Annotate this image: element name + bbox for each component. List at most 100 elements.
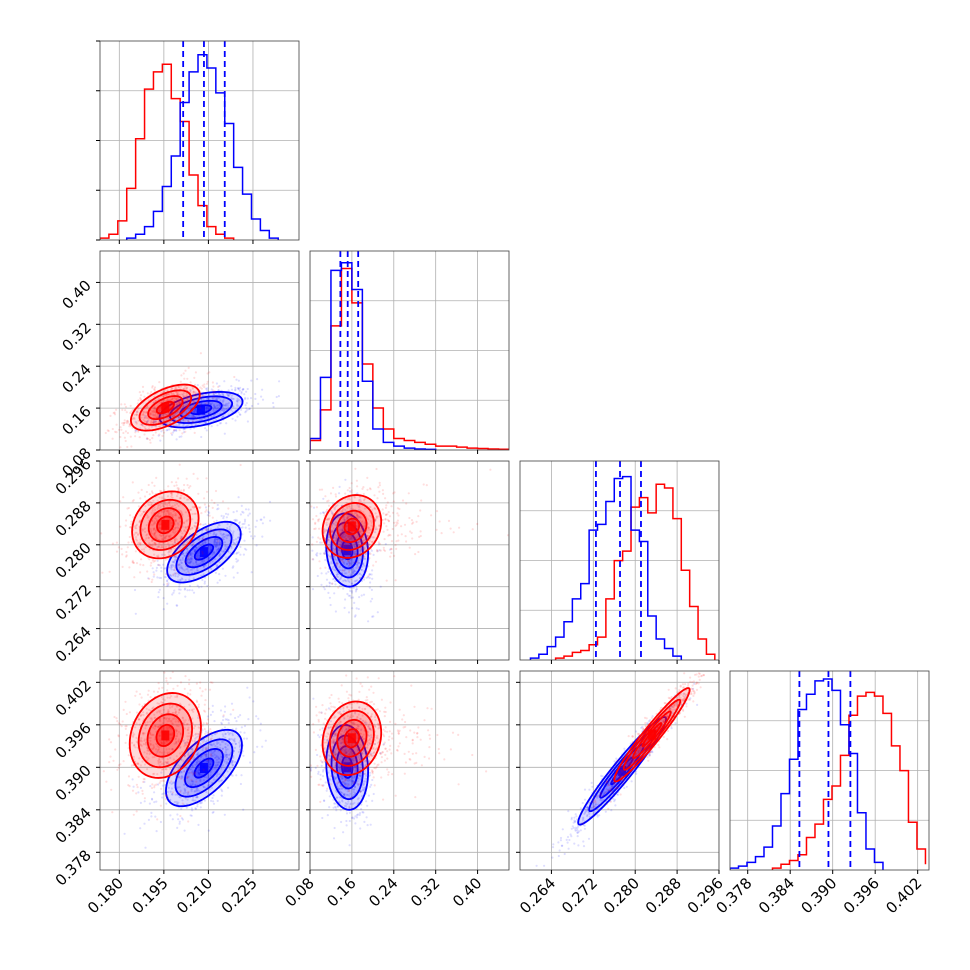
scatter-point (248, 512, 251, 515)
scatter-point (209, 753, 212, 756)
scatter-point (362, 525, 365, 528)
scatter-point (181, 432, 184, 435)
scatter-point (203, 728, 206, 731)
scatter-point (212, 794, 215, 797)
scatter-point (182, 541, 185, 544)
scatter-point (175, 398, 178, 401)
scatter-point (176, 786, 179, 789)
scatter-point (166, 710, 170, 714)
scatter-point (374, 531, 377, 534)
scatter-point (165, 429, 168, 432)
scatter-point (115, 423, 118, 426)
scatter-point (238, 522, 241, 525)
scatter-point (190, 751, 193, 754)
scatter-point (187, 420, 190, 423)
scatter-point (369, 600, 372, 603)
scatter-point (345, 525, 348, 528)
scatter-point (179, 752, 182, 755)
scatter-point (172, 758, 175, 761)
scatter-point (213, 767, 216, 770)
scatter-point (360, 568, 363, 571)
scatter-point (382, 546, 385, 549)
scatter-point (354, 516, 357, 519)
scatter-point (125, 411, 128, 414)
scatter-point (195, 787, 198, 790)
scatter-point (141, 423, 144, 426)
scatter-point (234, 386, 237, 389)
scatter-point (257, 717, 260, 720)
scatter-point (342, 544, 345, 547)
scatter-point (179, 420, 182, 423)
scatter-point (140, 413, 143, 416)
scatter-point (157, 545, 161, 548)
scatter-point (144, 724, 147, 727)
scatter-point (226, 523, 229, 526)
scatter-point (340, 535, 343, 538)
scatter-point (127, 754, 130, 757)
scatter-point (330, 560, 333, 564)
marginal-histogram-blue (529, 475, 683, 660)
scatter-point (160, 741, 163, 744)
scatter-point (182, 391, 186, 395)
scatter-point (144, 530, 147, 534)
scatter-point (167, 511, 170, 514)
scatter-point (152, 420, 155, 424)
scatter-point (357, 505, 360, 508)
scatter-point (240, 392, 243, 395)
scatter-point (318, 518, 321, 521)
scatter-point (175, 724, 178, 727)
scatter-point (323, 530, 326, 533)
scatter-point (182, 719, 185, 722)
scatter-point (232, 739, 235, 742)
scatter-point (193, 410, 196, 413)
scatter-point (157, 563, 160, 567)
scatter-point (353, 580, 356, 583)
scatter-point (224, 732, 227, 735)
scatter-point (119, 763, 122, 766)
scatter-point (162, 583, 165, 586)
scatter-point (196, 384, 199, 387)
scatter-point (141, 423, 144, 426)
scatter-point (312, 506, 316, 509)
scatter-point (192, 708, 195, 711)
scatter-point (205, 397, 209, 401)
scatter-point (172, 711, 175, 714)
scatter-point (187, 753, 190, 756)
scatter-point (202, 543, 205, 546)
scatter-point (153, 520, 156, 523)
scatter-point (336, 562, 339, 565)
scatter-point (133, 533, 136, 536)
scatter-point (170, 521, 173, 525)
scatter-point (187, 751, 190, 755)
scatter-point (386, 513, 389, 516)
scatter-point (225, 404, 228, 407)
scatter-point (219, 743, 222, 746)
scatter-point (218, 543, 221, 546)
scatter-point (167, 421, 170, 424)
scatter-point (179, 520, 182, 523)
scatter-point (212, 778, 216, 781)
scatter-point (143, 416, 147, 419)
scatter-point (135, 722, 138, 725)
scatter-point (328, 546, 331, 549)
scatter-point (161, 701, 164, 705)
scatter-point (211, 755, 214, 758)
scatter-point (154, 536, 157, 540)
scatter-point (168, 550, 171, 553)
scatter-point (346, 523, 349, 527)
scatter-point (158, 764, 161, 767)
scatter-point (172, 425, 175, 428)
scatter-point (166, 510, 169, 513)
scatter-point (170, 564, 173, 567)
scatter-point (259, 518, 262, 521)
scatter-point (192, 773, 195, 776)
scatter-point (342, 561, 346, 564)
scatter-point (213, 541, 216, 544)
scatter-point (153, 738, 156, 741)
scatter-point (175, 718, 178, 721)
scatter-point (222, 714, 225, 717)
scatter-point (333, 522, 336, 525)
scatter-point (221, 790, 224, 793)
scatter-point (205, 755, 208, 758)
scatter-point (161, 701, 164, 704)
